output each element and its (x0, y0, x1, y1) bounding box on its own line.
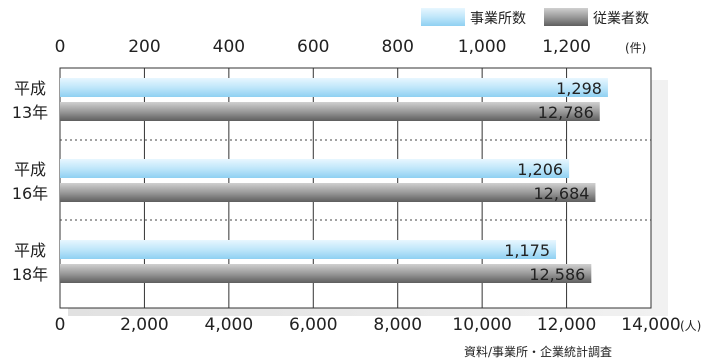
top-axis-tick-label: 0 (55, 37, 66, 57)
bottom-axis-tick-label: 0 (55, 315, 66, 335)
data-label-establishments: 1,175 (504, 241, 550, 260)
category-labels: 平成 13年 平成 16年 平成 18年 (12, 79, 48, 284)
bar-establishments (60, 240, 557, 259)
top-axis-tick-label: 200 (128, 37, 160, 57)
category-label: 平成 (14, 160, 46, 179)
data-label-establishments: 1,206 (517, 160, 563, 179)
data-label-employees: 12,684 (533, 184, 589, 203)
bottom-axis-tick-label: 4,000 (205, 315, 254, 335)
bottom-axis-tick-label: 6,000 (289, 315, 338, 335)
bottom-axis-tick-label: 14,000 (621, 315, 680, 335)
category-label: 13年 (12, 103, 48, 122)
source-note: 資料/事業所・企業統計調査 (464, 344, 612, 359)
category-label: 平成 (14, 79, 46, 98)
bottom-axis-tick-label: 10,000 (452, 315, 511, 335)
legend-swatch-establishments (421, 8, 465, 26)
data-label-employees: 12,586 (529, 265, 585, 284)
bars: 1,298 12,786 1,206 12,684 1,175 12,586 (60, 78, 608, 284)
legend-swatch-employees (544, 8, 588, 26)
category-label: 16年 (12, 184, 48, 203)
bottom-axis-tick-label: 8,000 (373, 315, 422, 335)
bar-employees (60, 264, 592, 283)
bottom-axis-unit: (人) (680, 319, 701, 333)
top-axis-tick-label: 1,000 (458, 37, 507, 57)
bottom-axis-tick-label: 12,000 (537, 315, 596, 335)
data-label-employees: 12,786 (538, 103, 594, 122)
top-axis-tick-label: 400 (213, 37, 245, 57)
bottom-axis: (人) 0 2,000 4,000 6,000 8,000 10,000 12,000 14,… (55, 315, 702, 335)
legend: 事業所数 従業者数 (421, 8, 649, 27)
category-label: 18年 (12, 265, 48, 284)
top-axis-unit: (件) (625, 41, 646, 55)
top-axis-tick-label: 800 (381, 37, 413, 57)
top-axis: (件) 0 200 400 600 800 1,000 1,200 (55, 37, 647, 57)
data-label-establishments: 1,298 (556, 79, 602, 98)
legend-label-establishments: 事業所数 (470, 11, 526, 27)
bar-employees (60, 183, 596, 202)
legend-label-employees: 従業者数 (593, 11, 649, 27)
bar-establishments (60, 78, 608, 97)
top-axis-tick-label: 600 (297, 37, 329, 57)
bar-employees (60, 102, 600, 121)
bottom-axis-tick-label: 2,000 (120, 315, 169, 335)
category-label: 平成 (14, 241, 46, 260)
top-axis-tick-label: 1,200 (542, 37, 591, 57)
bar-establishments (60, 159, 570, 178)
plot-area: 1,298 12,786 1,206 12,684 1,175 12,586 (59, 67, 668, 316)
